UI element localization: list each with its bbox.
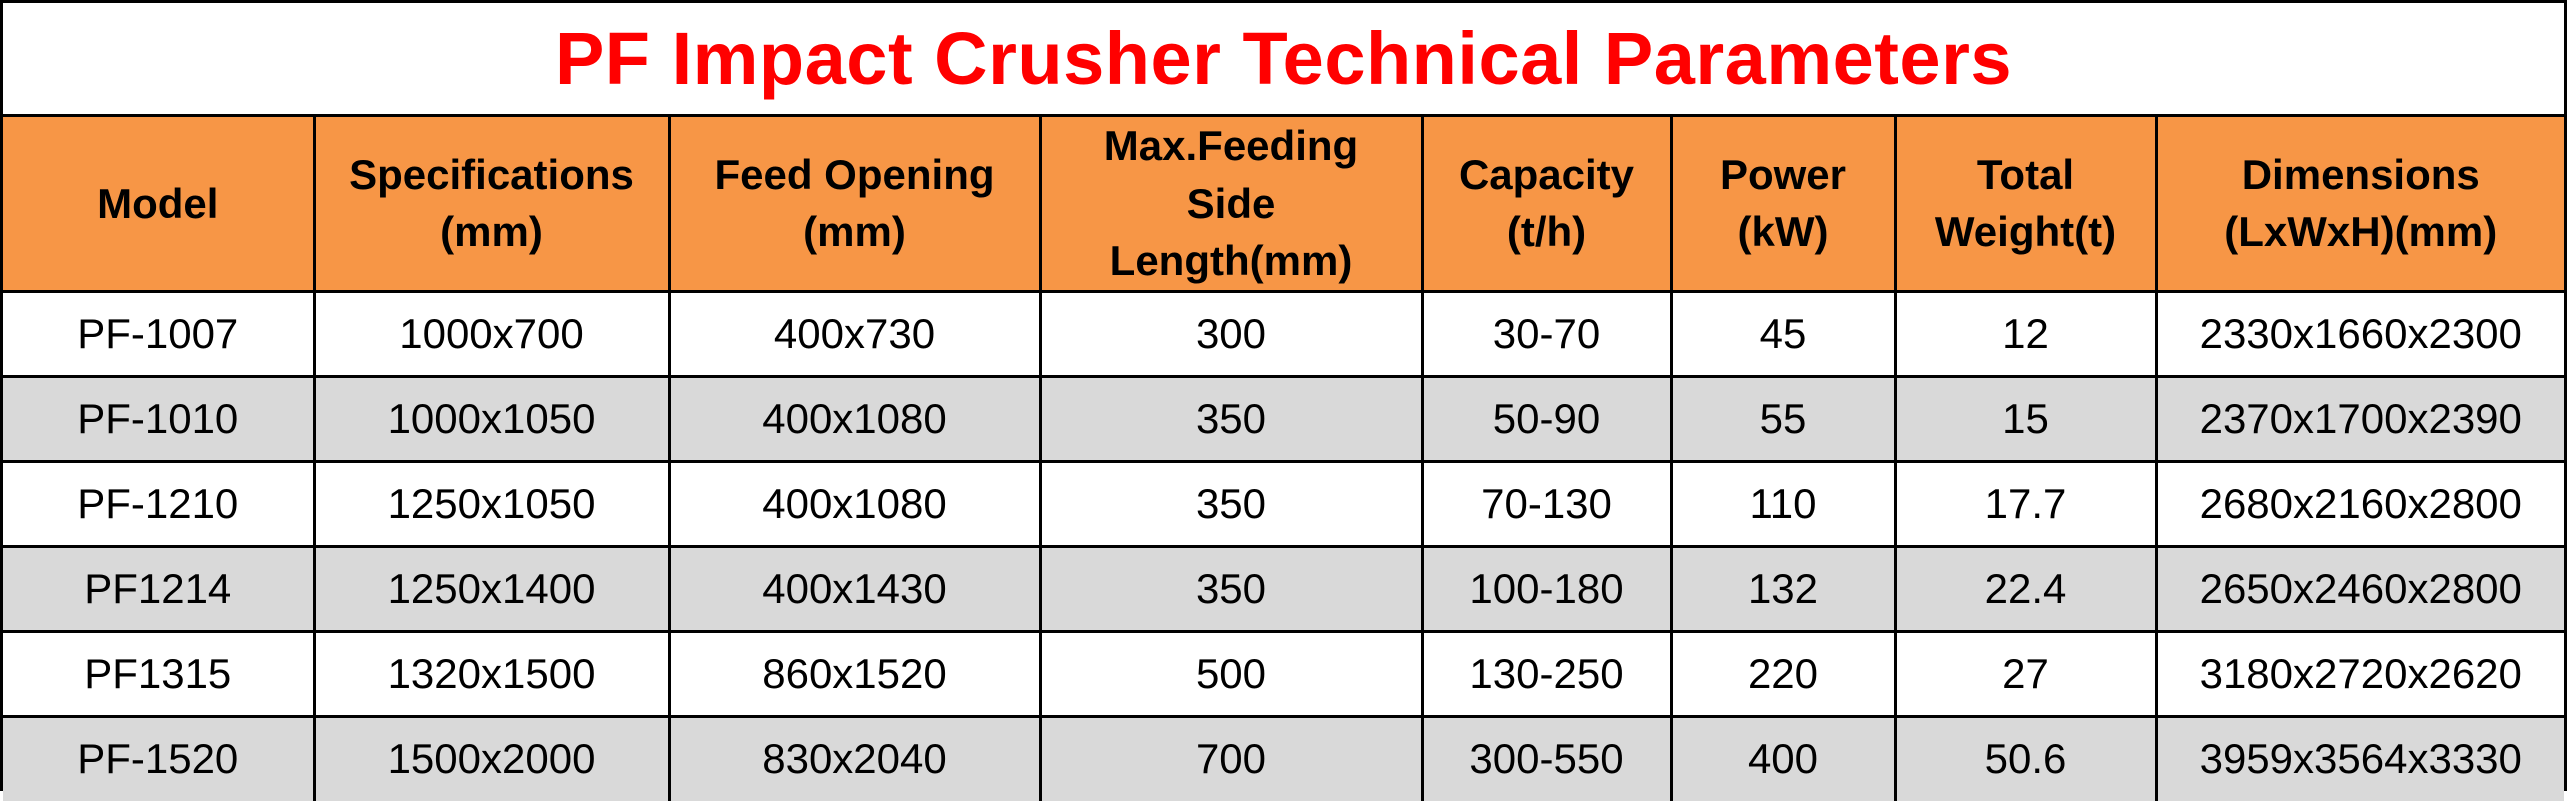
- cell-total-weight: 22.4: [1893, 544, 2158, 633]
- cell-power: 132: [1669, 544, 1897, 633]
- cell-specifications: 1250x1050: [312, 459, 671, 548]
- header-feed-opening: Feed Opening (mm): [667, 117, 1042, 293]
- cell-power: 110: [1669, 459, 1897, 548]
- cell-capacity: 130-250: [1420, 629, 1673, 718]
- parameters-table: Model Specifications (mm) Feed Opening (…: [3, 117, 2564, 801]
- cell-power: 45: [1669, 289, 1897, 378]
- cell-total-weight: 12: [1893, 289, 2158, 378]
- header-power: Power (kW): [1669, 117, 1897, 293]
- cell-max-feeding-side-length: 500: [1038, 629, 1424, 718]
- cell-specifications: 1250x1400: [312, 544, 671, 633]
- cell-max-feeding-side-length: 700: [1038, 714, 1424, 801]
- header-total-weight: Total Weight(t): [1893, 117, 2158, 293]
- cell-total-weight: 17.7: [1893, 459, 2158, 548]
- cell-specifications: 1320x1500: [312, 629, 671, 718]
- cell-model: PF1214: [3, 544, 316, 633]
- table-row: PF1214 1250x1400 400x1430 350 100-180 13…: [3, 544, 2564, 633]
- cell-max-feeding-side-length: 300: [1038, 289, 1424, 378]
- cell-model: PF-1520: [3, 714, 316, 801]
- header-max-feeding-side-length: Max.Feeding Side Length(mm): [1038, 117, 1424, 293]
- cell-specifications: 1000x700: [312, 289, 671, 378]
- cell-capacity: 100-180: [1420, 544, 1673, 633]
- cell-max-feeding-side-length: 350: [1038, 459, 1424, 548]
- cell-feed-opening: 400x1080: [667, 459, 1042, 548]
- cell-power: 55: [1669, 374, 1897, 463]
- cell-model: PF-1210: [3, 459, 316, 548]
- cell-dimensions: 2650x2460x2800: [2154, 544, 2564, 633]
- cell-feed-opening: 400x1080: [667, 374, 1042, 463]
- header-model: Model: [3, 117, 316, 293]
- cell-dimensions: 3180x2720x2620: [2154, 629, 2564, 718]
- cell-power: 400: [1669, 714, 1897, 801]
- cell-dimensions: 2330x1660x2300: [2154, 289, 2564, 378]
- cell-total-weight: 50.6: [1893, 714, 2158, 801]
- table-title: PF Impact Crusher Technical Parameters: [3, 3, 2564, 117]
- cell-dimensions: 2680x2160x2800: [2154, 459, 2564, 548]
- cell-capacity: 70-130: [1420, 459, 1673, 548]
- cell-dimensions: 3959x3564x3330: [2154, 714, 2564, 801]
- cell-capacity: 30-70: [1420, 289, 1673, 378]
- cell-specifications: 1500x2000: [312, 714, 671, 801]
- header-row: Model Specifications (mm) Feed Opening (…: [3, 117, 2564, 293]
- cell-feed-opening: 830x2040: [667, 714, 1042, 801]
- cell-feed-opening: 860x1520: [667, 629, 1042, 718]
- cell-power: 220: [1669, 629, 1897, 718]
- table-row: PF-1210 1250x1050 400x1080 350 70-130 11…: [3, 459, 2564, 548]
- cell-specifications: 1000x1050: [312, 374, 671, 463]
- cell-total-weight: 15: [1893, 374, 2158, 463]
- cell-capacity: 300-550: [1420, 714, 1673, 801]
- header-specifications: Specifications (mm): [312, 117, 671, 293]
- cell-max-feeding-side-length: 350: [1038, 374, 1424, 463]
- cell-model: PF-1007: [3, 289, 316, 378]
- table-row: PF1315 1320x1500 860x1520 500 130-250 22…: [3, 629, 2564, 718]
- table-row: PF-1520 1500x2000 830x2040 700 300-550 4…: [3, 714, 2564, 801]
- table-row: PF-1007 1000x700 400x730 300 30-70 45 12…: [3, 289, 2564, 378]
- cell-model: PF1315: [3, 629, 316, 718]
- cell-total-weight: 27: [1893, 629, 2158, 718]
- cell-capacity: 50-90: [1420, 374, 1673, 463]
- header-dimensions: Dimensions (LxWxH)(mm): [2154, 117, 2564, 293]
- cell-max-feeding-side-length: 350: [1038, 544, 1424, 633]
- table-row: PF-1010 1000x1050 400x1080 350 50-90 55 …: [3, 374, 2564, 463]
- cell-model: PF-1010: [3, 374, 316, 463]
- cell-dimensions: 2370x1700x2390: [2154, 374, 2564, 463]
- cell-feed-opening: 400x1430: [667, 544, 1042, 633]
- header-capacity: Capacity (t/h): [1420, 117, 1673, 293]
- cell-feed-opening: 400x730: [667, 289, 1042, 378]
